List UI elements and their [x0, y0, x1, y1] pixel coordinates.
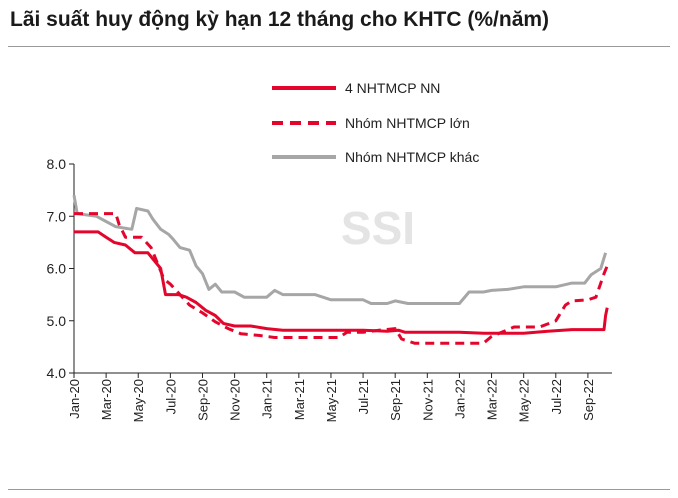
y-tick-label: 7.0	[47, 208, 67, 224]
watermark: SSI	[341, 202, 415, 254]
x-tick-label: Jan-22	[452, 379, 467, 419]
x-tick-label: Jul-22	[549, 379, 564, 414]
series-layer	[72, 195, 609, 345]
x-tick-label: Jan-20	[67, 379, 82, 419]
y-tick-label: 8.0	[47, 156, 67, 172]
y-axis: 4.0 5.0 6.0 7.0 8.0	[47, 156, 75, 381]
x-tick-label: Mar-20	[99, 379, 114, 420]
x-tick-label: May-22	[517, 379, 532, 422]
series-line-2	[72, 195, 608, 305]
x-tick-label: Nov-20	[228, 379, 243, 421]
legend-label-2: Nhóm NHTMCP khác	[345, 149, 479, 165]
series-line-0	[74, 230, 609, 335]
x-tick-label: May-21	[324, 379, 339, 422]
x-tick-label: Sep-20	[195, 379, 210, 421]
x-tick-label: Jan-21	[260, 379, 275, 419]
y-tick-label: 5.0	[47, 313, 67, 329]
x-tick-label: Nov-21	[420, 379, 435, 421]
x-axis: Jan-20 Mar-20 May-20 Jul-20 Sep-20 Nov-20 Jan-…	[67, 372, 612, 422]
x-tick-label: Mar-22	[485, 379, 500, 420]
x-tick-label: Sep-22	[581, 379, 596, 421]
x-tick-label: May-20	[131, 379, 146, 422]
y-tick-label: 4.0	[47, 365, 67, 381]
y-tick-label: 6.0	[47, 261, 67, 277]
legend-label-0: 4 NHTMCP NN	[345, 80, 440, 96]
x-tick-label: Jul-21	[356, 379, 371, 414]
chart-title: Lãi suất huy động kỳ hạn 12 tháng cho KH…	[10, 8, 550, 31]
x-tick-label: Mar-21	[292, 379, 307, 420]
legend-label-1: Nhóm NHTMCP lớn	[345, 115, 470, 131]
x-tick-label: Jul-20	[163, 379, 178, 414]
bottom-border	[8, 489, 670, 490]
x-tick-label: Sep-21	[388, 379, 403, 421]
title-underline	[8, 46, 670, 47]
legend: 4 NHTMCP NN Nhóm NHTMCP lớn Nhóm NHTMCP kh…	[272, 80, 479, 165]
